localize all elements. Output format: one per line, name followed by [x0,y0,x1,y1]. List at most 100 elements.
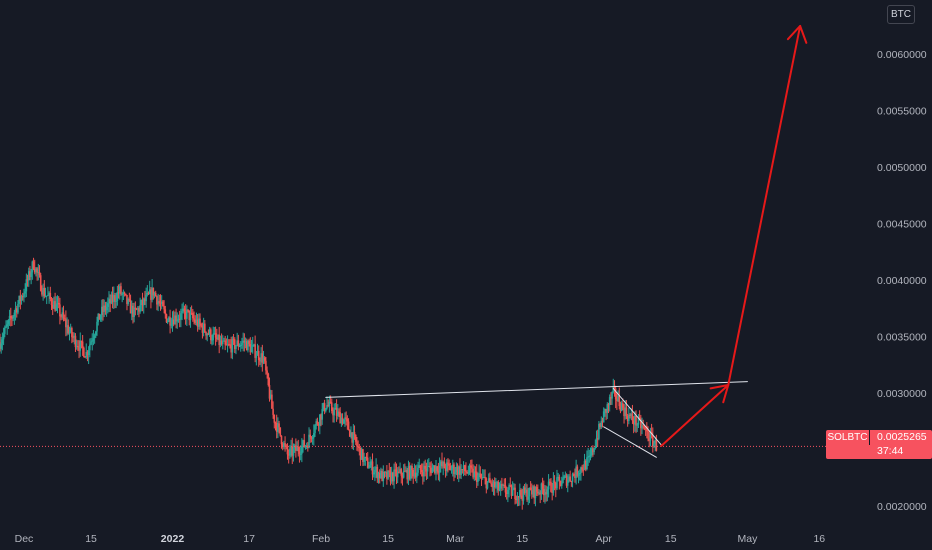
candle-body [44,295,47,297]
candle-body [321,409,324,420]
candle-body [353,432,356,435]
candle-body [521,495,524,501]
candle-body [565,475,568,486]
candle-body [212,333,215,341]
candle-body [501,484,503,486]
candle-body [272,408,274,415]
candle-body [532,486,534,495]
candle-body [510,485,513,496]
candle-body [354,434,357,442]
candle-body [278,423,280,428]
candle-body [202,323,205,333]
candle-body [159,302,162,304]
candle-body [646,429,648,432]
candle-body [118,286,121,294]
candle-body [406,469,409,480]
candle-body [136,308,139,310]
candle-body [308,434,310,448]
candle-body [447,462,449,464]
candle-body [268,385,271,399]
candle-body [644,427,647,430]
candle-body [66,325,68,328]
candle-body [210,329,212,341]
candle-body [429,465,431,468]
candle-body [7,320,10,325]
candle-body [77,346,79,348]
candle-body [148,289,151,294]
candle-body [605,409,607,413]
candle-body [578,473,581,475]
candle-body [181,310,183,314]
candle-body [227,344,230,346]
candle-body [374,469,376,473]
candle-body [85,351,88,358]
candle-body [207,333,210,335]
candle-body [407,466,410,480]
currency-badge[interactable]: BTC [887,5,915,24]
candle-body [323,403,326,412]
candle-body [263,357,266,361]
candle-body [53,301,55,309]
candle-body [316,421,319,425]
candle-body [74,335,77,348]
candle-body [245,341,248,351]
candle-body [293,445,296,449]
candle-body [547,481,550,490]
candle-body [250,346,253,353]
candle-body [61,312,64,317]
candle-body [390,472,393,482]
candle-body [405,469,407,472]
candle-body [160,301,163,304]
candle-body [583,460,586,470]
candle-body [259,360,261,362]
candle-body [493,481,496,488]
candle-body [558,476,561,481]
candle-body [580,467,582,474]
candle-body [25,279,28,292]
candle-body [416,472,418,478]
candle-body [123,292,126,294]
candle-body [560,483,563,486]
candle-body [559,480,562,486]
candle-body [491,483,494,488]
candle-body [235,345,237,350]
candle-body [426,466,429,472]
candle-body [124,293,127,295]
candle-body [552,480,555,493]
candle-body [236,340,238,346]
time-axis[interactable]: Dec 15 2022 17 Feb 15 Mar 15 Apr 15 May 16 [15,533,826,545]
candle-body [315,421,318,426]
candle-body [266,370,268,374]
candle-body [243,340,246,343]
candle-body [93,335,96,339]
candle-body [467,472,470,474]
x-tick-label: Apr [596,533,613,545]
candle-body [568,476,570,481]
candle-body [588,456,591,458]
candle-body [489,478,491,483]
candle-body [231,339,234,353]
candle-body [596,438,599,440]
candle-body [256,350,259,356]
candle-body [199,318,201,325]
candle-body [570,481,573,483]
candle-body [576,466,579,476]
candle-body [115,300,117,302]
candle-body [297,446,300,452]
candle-body [629,414,631,417]
candle-body [332,411,334,416]
candle-body [420,469,423,473]
candle-body [29,271,31,278]
candle-body [107,303,109,307]
candle-body [599,424,601,428]
projection-arrow-1 [660,384,730,447]
candle-body [631,413,634,421]
candle-body [200,324,203,326]
candle-body [165,314,168,323]
candle-body [333,409,335,416]
candle-body [475,471,478,483]
candle-body [632,420,635,425]
candle-body [196,319,199,327]
candle-body [241,342,243,345]
